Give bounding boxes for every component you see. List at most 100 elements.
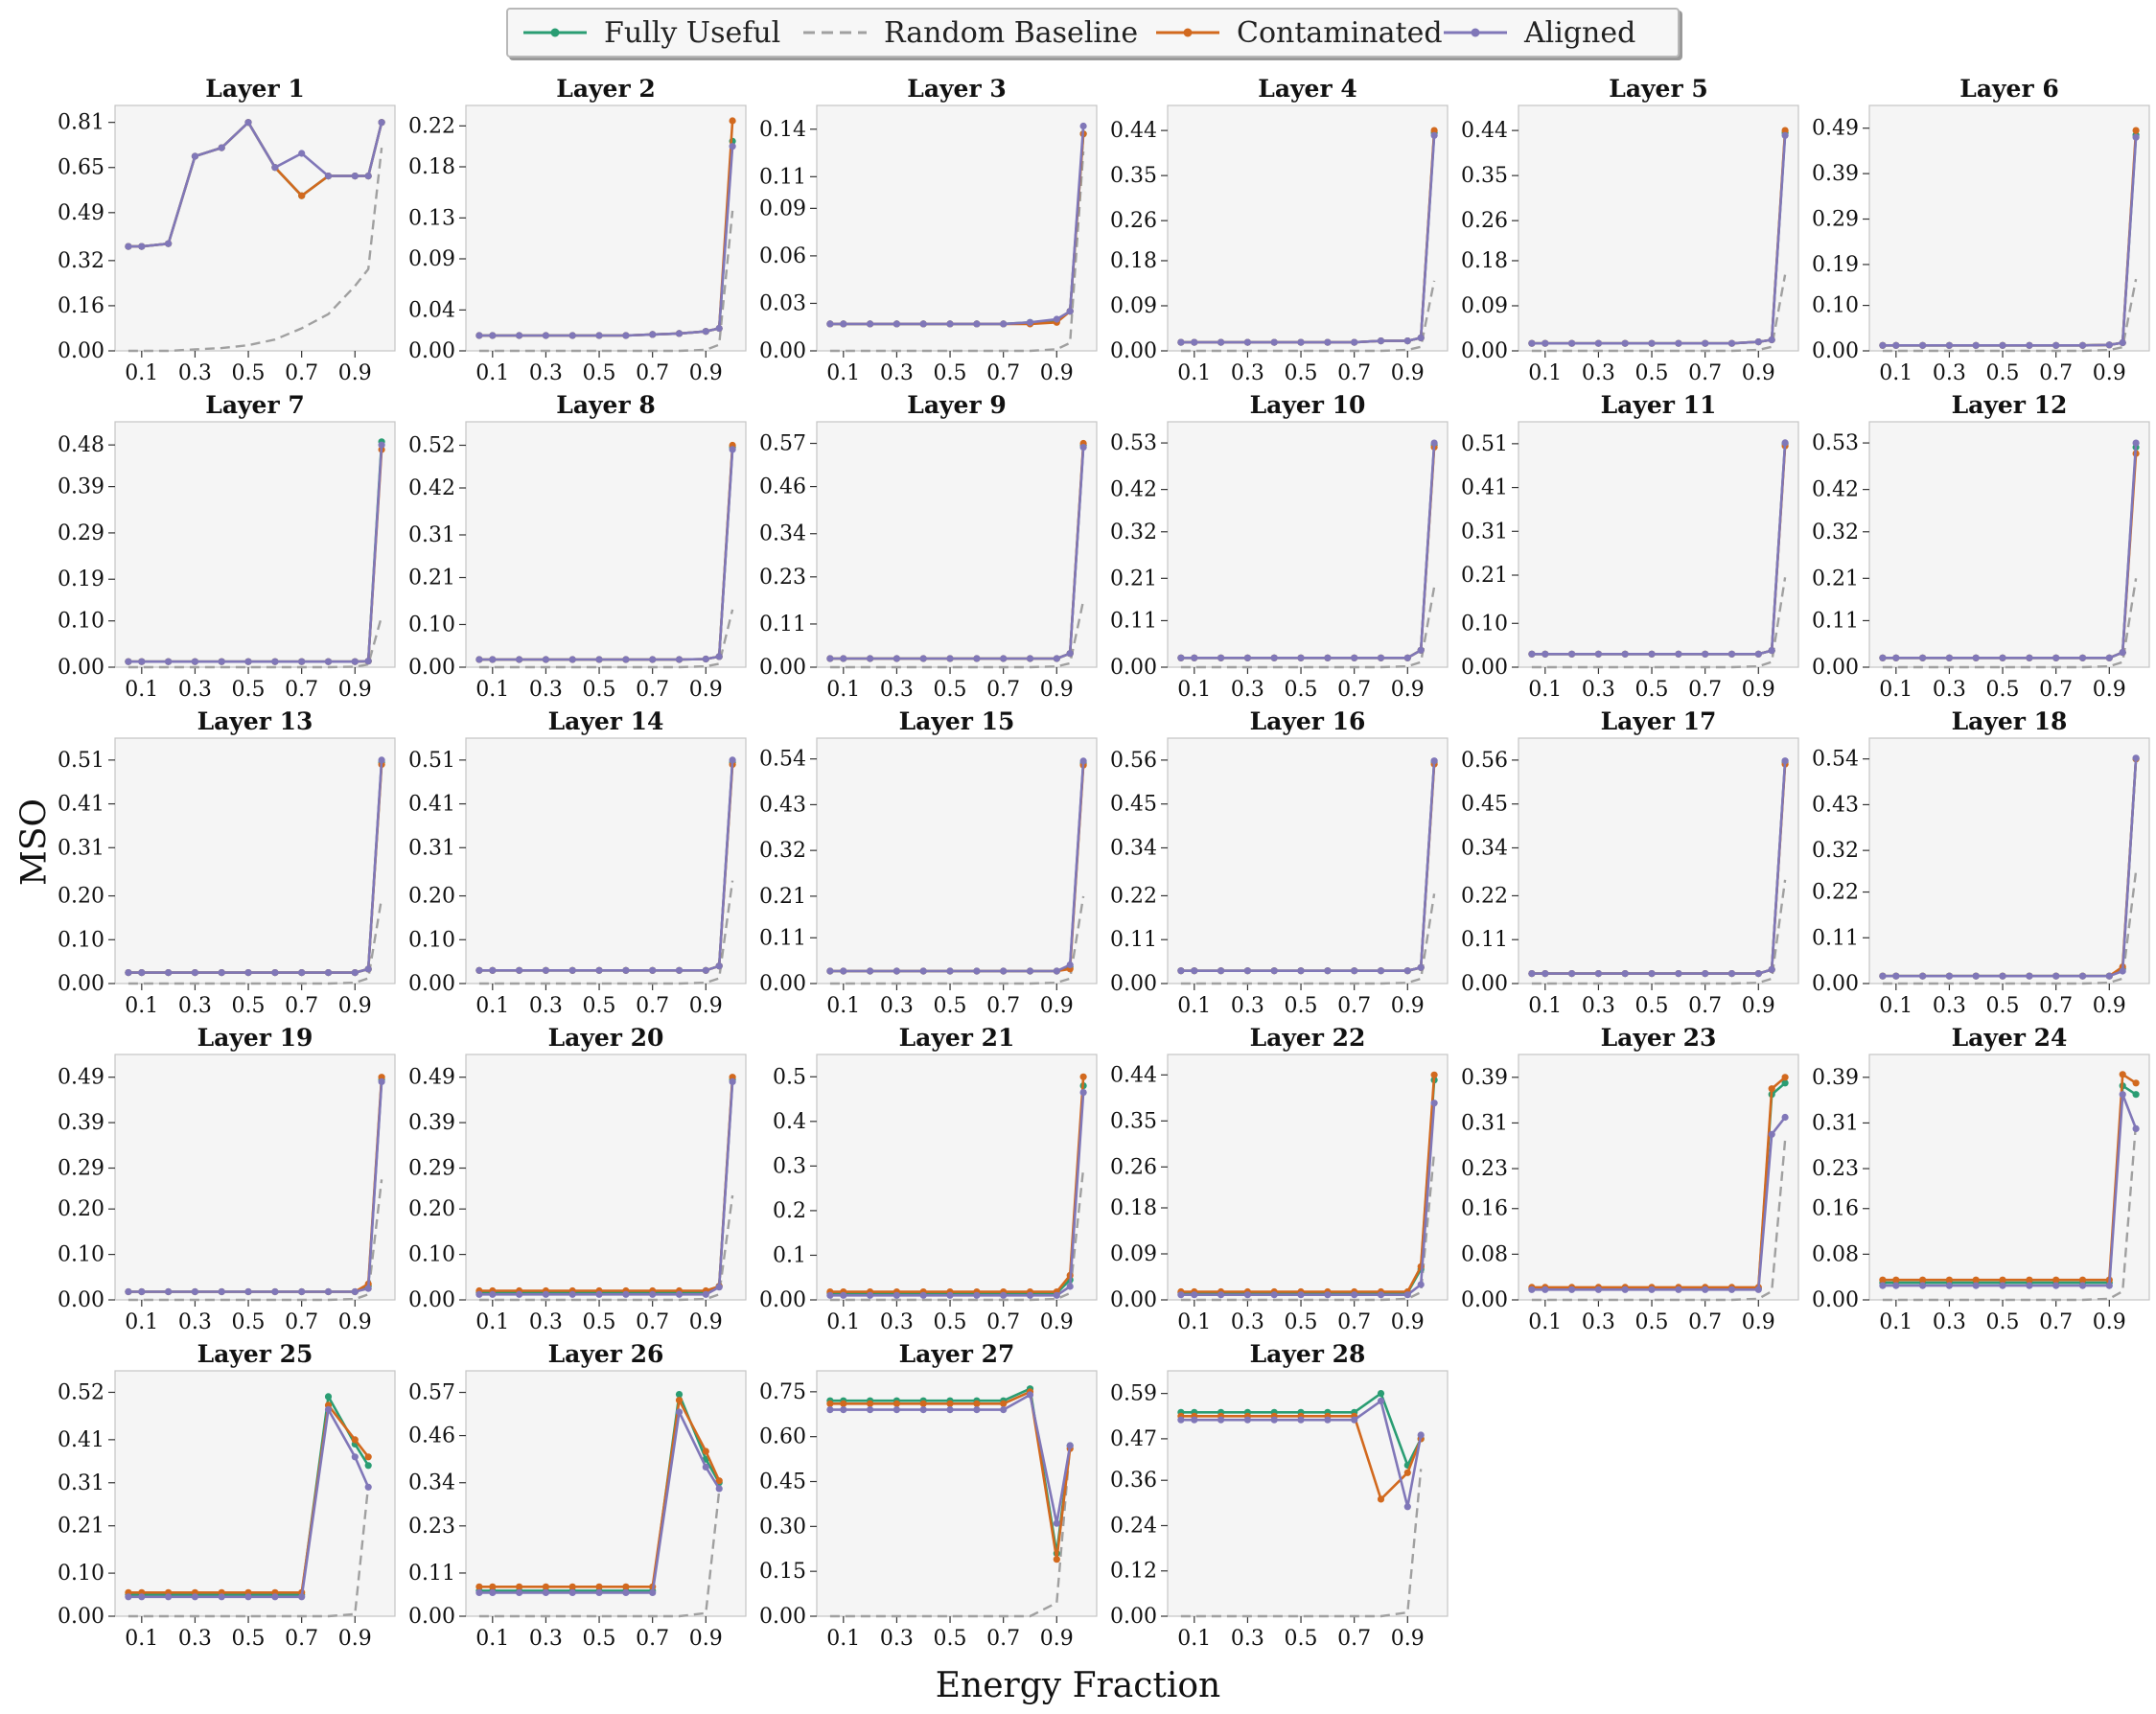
x-tick-label: 0.1 <box>1879 678 1913 702</box>
y-tick-label: 0.00 <box>1110 972 1157 996</box>
data-point-aligned <box>1324 967 1332 975</box>
data-point-contaminated <box>919 1400 927 1407</box>
data-point-aligned <box>1945 654 1953 661</box>
panel-layer-15: Layer 15 0.00 0.11 0.21 0.32 0.43 0.54 0.1 0.3 0.… <box>759 707 1098 1018</box>
data-point-aligned <box>351 658 359 665</box>
data-point-aligned <box>1727 339 1736 347</box>
data-point-aligned <box>1191 1416 1198 1424</box>
data-point-aligned <box>1270 654 1278 661</box>
panel-layer-17: Layer 17 0.00 0.11 0.22 0.34 0.45 0.56 0.1 0.3 0.… <box>1461 707 1799 1018</box>
legend-label-fully-useful: Fully Useful <box>604 15 781 50</box>
data-point-aligned <box>125 1593 132 1601</box>
data-point-aligned <box>1919 1282 1927 1289</box>
x-tick-label: 0.5 <box>934 1310 967 1334</box>
x-tick-label: 0.7 <box>636 361 669 385</box>
data-point-aligned <box>324 173 333 180</box>
data-point-aligned <box>1945 1282 1953 1289</box>
panel-layer-8: Layer 8 0.00 0.10 0.21 0.31 0.42 0.52 0.1 0.3 0.5… <box>408 391 747 702</box>
plot-area-layer-18 <box>1868 737 2150 984</box>
y-tick-label: 0.54 <box>759 748 806 772</box>
data-point-aligned <box>489 1290 497 1298</box>
panel-title-layer-17: Layer 17 <box>1601 707 1717 735</box>
data-point-aligned <box>475 966 483 974</box>
data-point-aligned <box>595 966 603 974</box>
data-point-aligned <box>1648 339 1656 347</box>
data-point-contaminated <box>489 1583 497 1590</box>
data-point-contaminated <box>1053 1556 1060 1563</box>
data-point-contaminated <box>622 1583 630 1590</box>
x-tick-label: 0.7 <box>1337 1310 1371 1334</box>
data-point-aligned <box>1324 654 1332 661</box>
x-tick-label: 0.9 <box>1040 994 1074 1018</box>
data-point-aligned <box>191 152 198 160</box>
y-tick-label: 0.00 <box>408 972 455 996</box>
data-point-aligned <box>840 967 847 975</box>
plot-area-layer-3 <box>816 104 1098 352</box>
x-tick-label: 0.3 <box>178 678 212 702</box>
x-tick-label: 0.3 <box>529 1310 563 1334</box>
data-point-aligned <box>568 332 576 339</box>
y-tick-label: 0.46 <box>408 1424 455 1448</box>
plot-area-layer-26 <box>465 1370 747 1617</box>
x-tick-label: 0.1 <box>125 678 158 702</box>
y-tick-label: 0.00 <box>408 1288 455 1312</box>
y-tick-label: 0.00 <box>58 972 104 996</box>
data-point-aligned <box>1768 647 1775 655</box>
y-tick-label: 0.04 <box>408 298 455 322</box>
data-point-aligned <box>542 1290 550 1298</box>
x-tick-label: 0.7 <box>285 1627 318 1651</box>
x-tick-label: 0.3 <box>880 678 914 702</box>
data-point-aligned <box>568 966 576 974</box>
y-tick-label: 0.00 <box>1812 1288 1859 1312</box>
data-point-aligned <box>1892 654 1900 661</box>
data-point-aligned <box>138 658 146 665</box>
data-point-aligned <box>1648 1286 1656 1293</box>
data-point-aligned <box>1079 757 1087 765</box>
y-tick-label: 0.32 <box>1110 521 1157 544</box>
data-point-aligned <box>1079 444 1087 452</box>
x-tick-label: 0.1 <box>1528 994 1562 1018</box>
y-tick-label: 0.23 <box>1812 1157 1859 1181</box>
data-point-aligned <box>973 1406 981 1414</box>
x-tick-label: 0.5 <box>583 1627 616 1651</box>
data-point-aligned <box>2052 341 2060 349</box>
data-point-fully-useful <box>675 1391 684 1399</box>
y-tick-label: 0.22 <box>408 114 455 138</box>
data-point-aligned <box>351 173 359 180</box>
data-point-aligned <box>2078 972 2087 980</box>
x-tick-label: 0.3 <box>1231 1627 1264 1651</box>
y-tick-label: 0.53 <box>1812 431 1859 455</box>
data-point-aligned <box>138 1593 146 1601</box>
data-point-aligned <box>2052 654 2060 661</box>
data-point-aligned <box>702 1290 709 1298</box>
data-point-aligned <box>1403 1291 1411 1299</box>
data-point-aligned <box>1177 967 1185 975</box>
data-point-aligned <box>542 332 550 339</box>
series-line-random-baseline-layer-22 <box>1180 1151 1436 1302</box>
x-tick-label: 0.9 <box>1391 994 1425 1018</box>
data-point-aligned <box>165 240 173 247</box>
data-point-aligned <box>702 966 709 974</box>
panel-layer-19: Layer 19 0.00 0.10 0.20 0.29 0.39 0.49 0.1 0.3 0.… <box>58 1024 396 1334</box>
data-point-aligned <box>1621 1286 1629 1293</box>
x-tick-label: 0.5 <box>1986 1310 2020 1334</box>
x-tick-label: 0.9 <box>689 678 723 702</box>
y-tick-label: 0.34 <box>1461 836 1508 860</box>
panel-layer-16: Layer 16 0.00 0.11 0.22 0.34 0.45 0.56 0.1 0.3 0.… <box>1110 707 1449 1018</box>
y-tick-label: 0.39 <box>58 475 104 499</box>
x-tick-label: 0.7 <box>285 994 318 1018</box>
series-line-aligned-layer-23 <box>1531 1116 1787 1291</box>
panel-layer-25: Layer 25 0.00 0.10 0.21 0.31 0.41 0.52 0.1 0.3 0.… <box>58 1340 396 1651</box>
data-point-aligned <box>1243 1291 1251 1299</box>
data-point-aligned <box>489 966 497 974</box>
y-tick-label: 0.10 <box>1812 294 1859 318</box>
data-point-aligned <box>715 962 723 970</box>
x-tick-label: 0.9 <box>2093 994 2126 1018</box>
y-tick-label: 0.19 <box>58 567 104 591</box>
data-point-aligned <box>1243 654 1251 661</box>
plot-area-layer-5 <box>1518 104 1799 352</box>
series-line-random-baseline-layer-25 <box>128 1484 370 1618</box>
data-point-aligned <box>1053 655 1060 662</box>
data-point-aligned <box>324 1287 333 1296</box>
series-line-random-baseline-layer-9 <box>829 600 1085 669</box>
